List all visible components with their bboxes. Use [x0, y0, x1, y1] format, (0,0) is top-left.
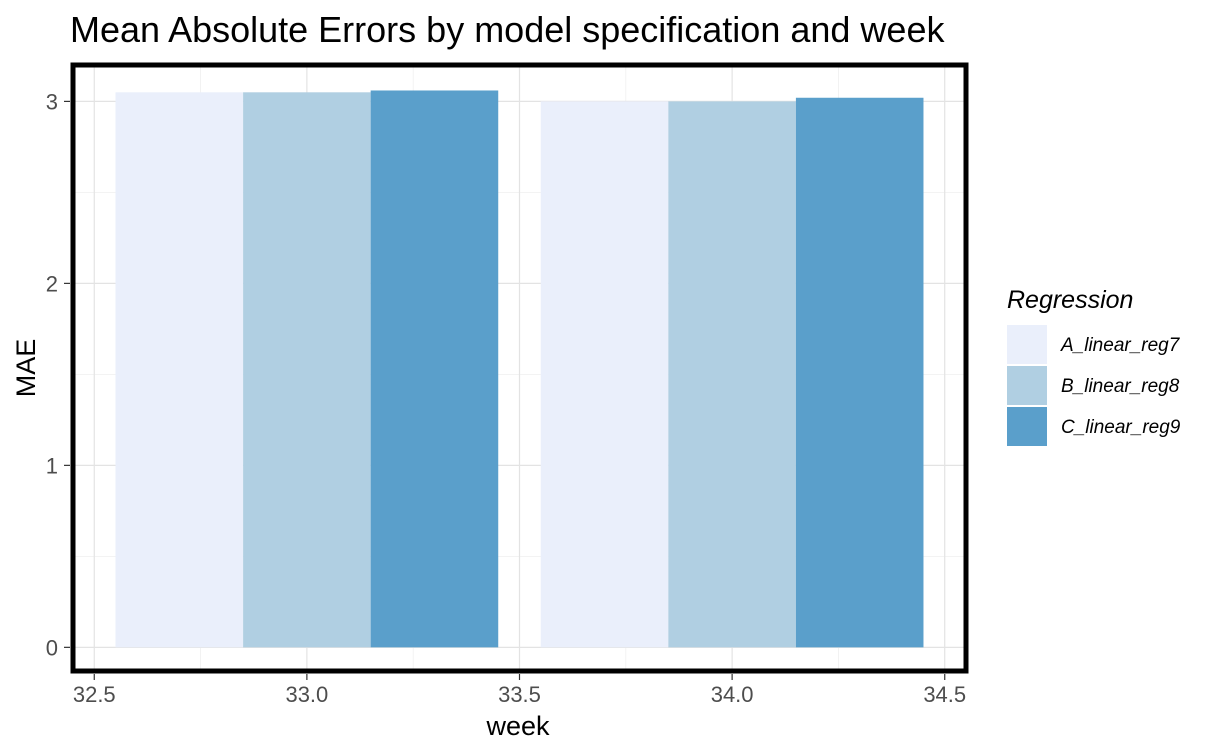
y-tick-label: 0: [46, 635, 58, 660]
y-tick-label: 2: [46, 271, 58, 296]
bar: [668, 101, 796, 648]
legend-title: Regression: [1007, 286, 1133, 314]
x-tick-label: 34.5: [923, 682, 966, 707]
x-tick-label: 33.0: [285, 682, 328, 707]
x-tick-label: 34.0: [711, 682, 754, 707]
legend-label: B_linear_reg8: [1061, 376, 1180, 397]
x-tick-label: 33.5: [498, 682, 541, 707]
chart-title: Mean Absolute Errors by model specificat…: [70, 9, 945, 50]
panel-border: [70, 62, 969, 674]
legend-label: C_linear_reg9: [1061, 417, 1181, 438]
bars: [115, 90, 924, 648]
x-tick-label: 32.5: [73, 682, 116, 707]
y-tick-label: 3: [46, 89, 58, 114]
legend-label: A_linear_reg7: [1060, 335, 1181, 356]
x-axis: 32.5 33.0 33.5 34.0 34.5: [73, 674, 966, 707]
legend-key: [1007, 366, 1047, 405]
legend-key: [1007, 407, 1047, 446]
bar: [370, 90, 499, 648]
legend-key: [1007, 325, 1047, 364]
legend: Regression A_linear_reg7 B_linear_reg8 C_l…: [1007, 286, 1181, 446]
bar: [115, 92, 244, 648]
y-axis-title: MAE: [11, 339, 41, 398]
x-axis-title: week: [485, 711, 550, 741]
bar: [540, 101, 669, 648]
bar: [795, 97, 924, 648]
bar: [243, 92, 371, 648]
y-axis: 0 1 2 3: [46, 89, 70, 660]
y-tick-label: 1: [46, 453, 58, 478]
